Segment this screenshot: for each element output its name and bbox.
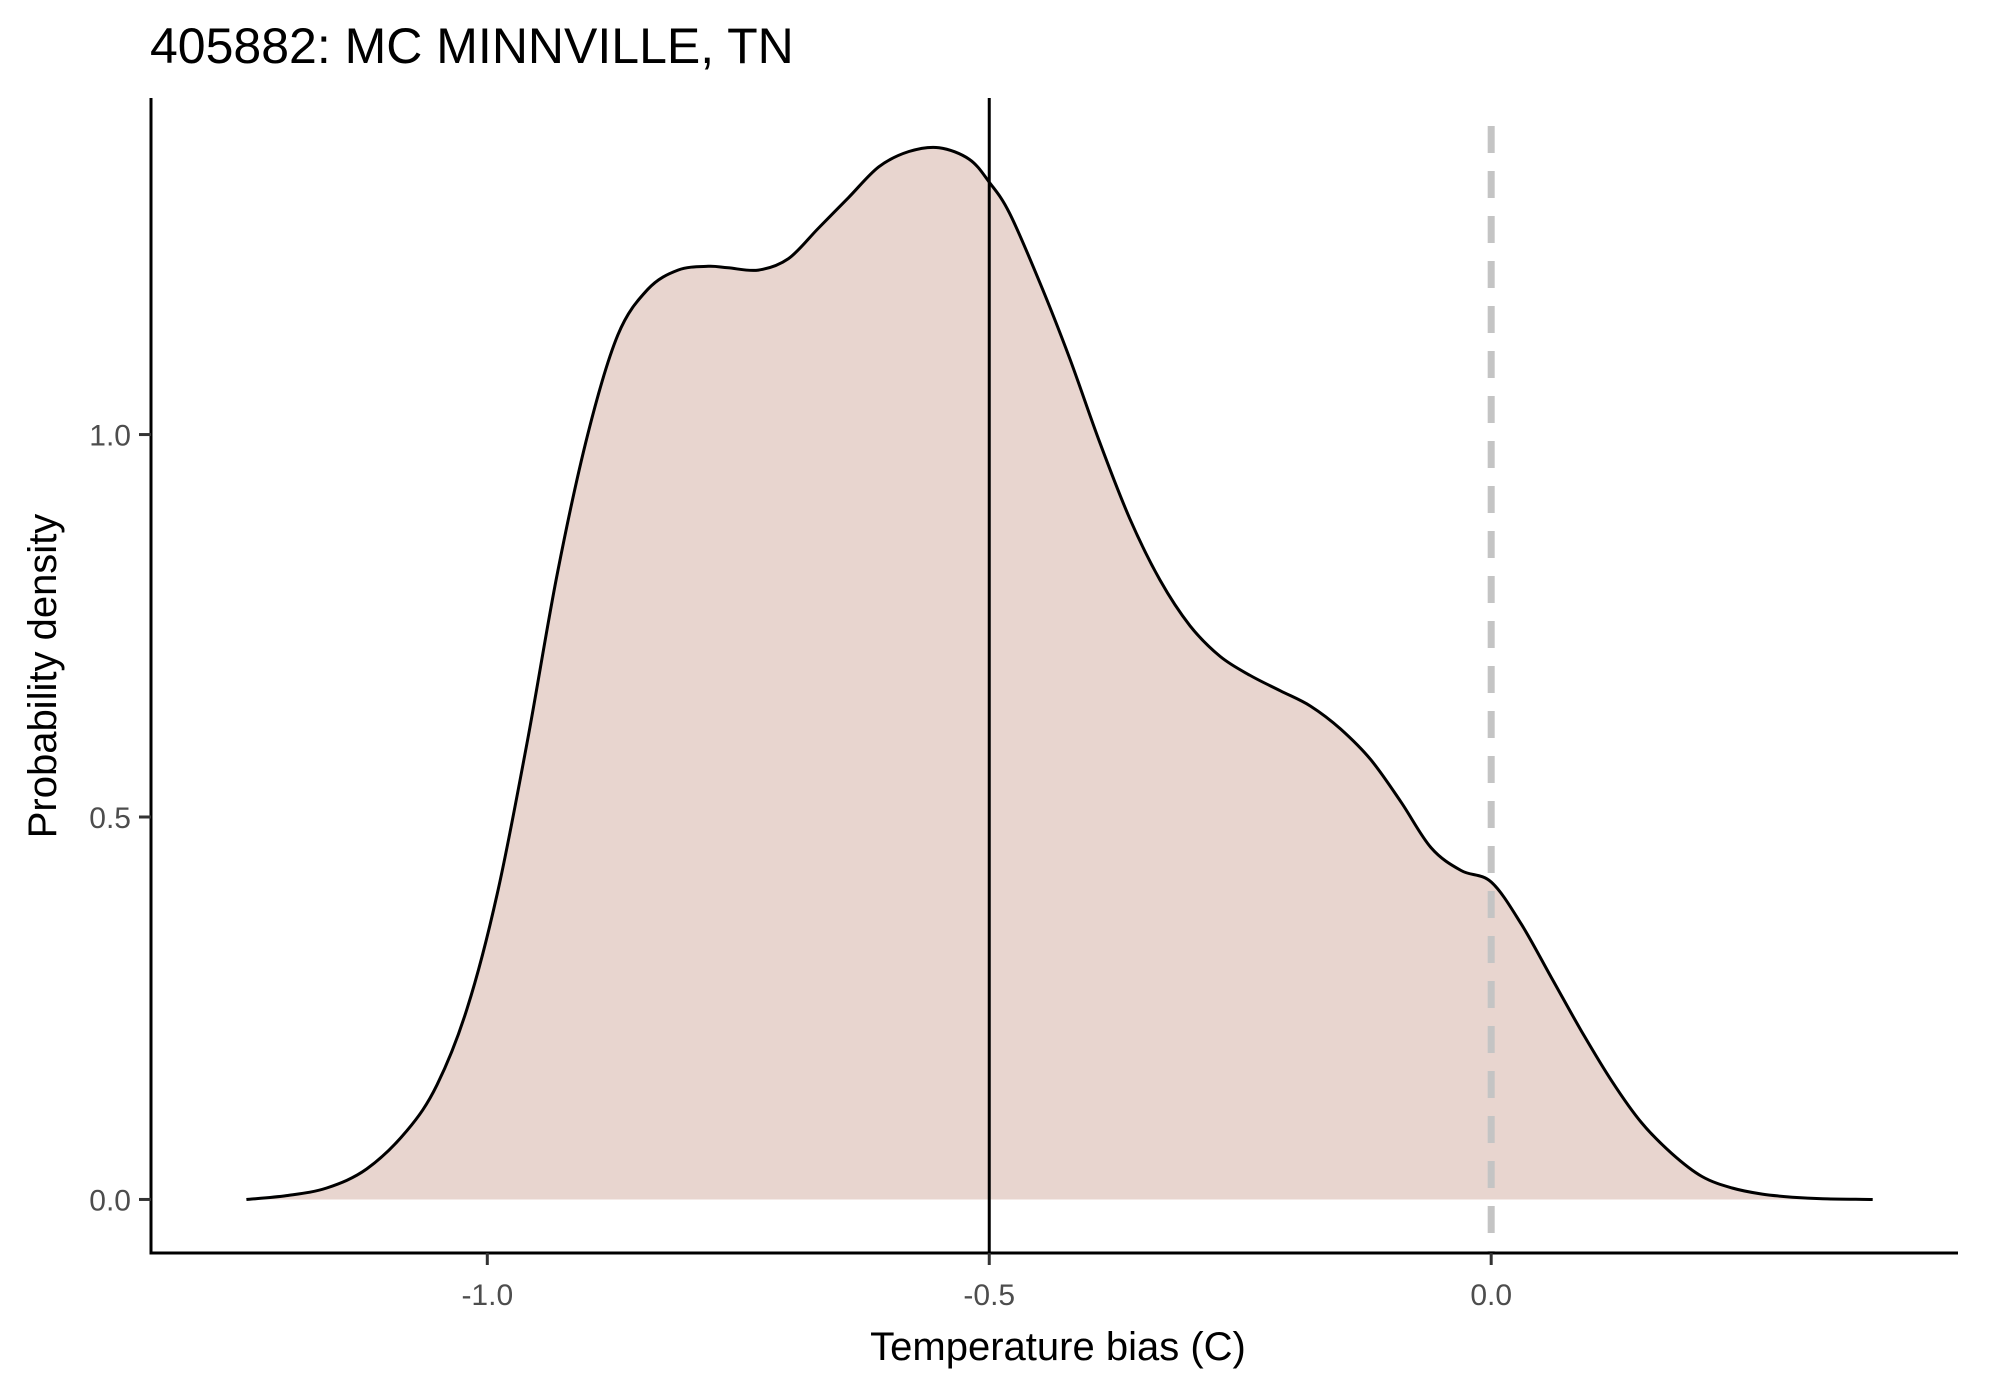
density-area-fill [246,147,1873,1200]
y-tick-label: 0.0 [89,1184,131,1217]
chart-title: 405882: MC MINNVILLE, TN [150,18,794,74]
y-tick-label: 0.5 [89,802,131,835]
x-tick-label: -0.5 [963,1279,1015,1312]
y-tick-label: 1.0 [89,420,131,453]
x-axis-title: Temperature bias (C) [870,1325,1246,1369]
x-tick-label: -1.0 [461,1279,513,1312]
density-curve-line [246,145,1873,1201]
y-axis-ticks: 0.0 0.5 1.0 [89,420,151,1217]
y-axis-title: Probability density [21,514,65,839]
axes: -1.0 -0.5 0.0 0.0 0.5 1.0 [89,98,1958,1312]
x-axis-ticks: -1.0 -0.5 0.0 [461,1253,1512,1312]
plot-area [246,98,1873,1253]
x-tick-label: 0.0 [1470,1279,1512,1312]
